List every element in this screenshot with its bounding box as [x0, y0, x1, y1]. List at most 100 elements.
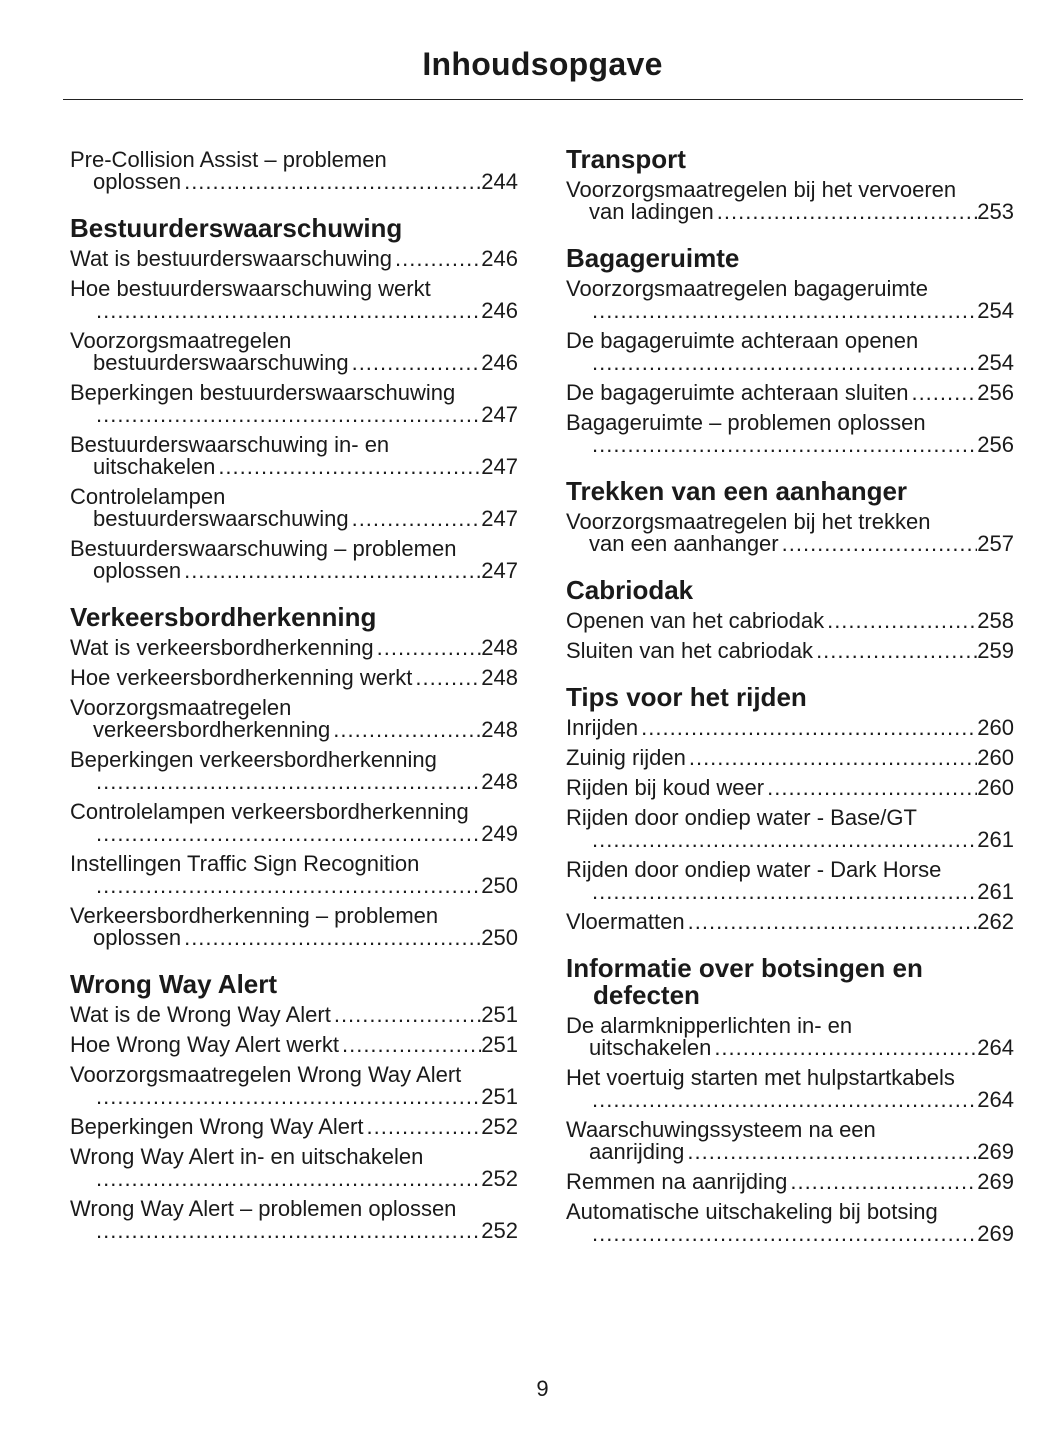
dot-leader: [638, 717, 977, 739]
toc-entry-page: 250: [481, 873, 518, 898]
toc-entry-title: Voorzorgsmaatregelen bij het vervoeren: [566, 177, 957, 202]
toc-entry[interactable]: Hoe Wrong Way Alert werkt 251: [70, 1034, 518, 1057]
toc-entry-page: 269: [977, 1221, 1014, 1246]
toc-entry-title: De bagageruimte achteraan sluiten: [566, 380, 909, 405]
toc-entry-line: Sluiten van het cabriodak 259: [566, 640, 1014, 663]
toc-entry-page: 247: [481, 454, 518, 479]
toc-entry[interactable]: De bagageruimte achteraan sluiten 256: [566, 380, 1014, 405]
toc-entry[interactable]: Rijden door ondiep water - Dark Horse 261: [566, 857, 1014, 904]
toc-entry-title: Rijden door ondiep water - Dark Horse: [566, 857, 942, 882]
toc-entry-line: 251: [70, 1086, 518, 1109]
toc-entry[interactable]: Bestuurderswaarschuwing – problemen oplos…: [70, 538, 518, 583]
section-heading-text: Informatie over botsingen en: [566, 953, 923, 983]
toc-entry-line: uitschakelen 264: [566, 1037, 1014, 1060]
section-heading-text: Bagageruimte: [566, 243, 740, 273]
toc-entry[interactable]: Wat is de Wrong Way Alert 251: [70, 1004, 518, 1027]
section-heading: Bestuurderswaarschuwing: [70, 215, 518, 242]
toc-entry[interactable]: Wrong Way Alert – problemen oplossen 252: [70, 1198, 518, 1243]
dot-leader: [764, 777, 977, 799]
dot-leader: [589, 434, 977, 456]
toc-entry[interactable]: Voorzorgsmaatregelen verkeersbordherkenni…: [70, 697, 518, 742]
toc-entry-page: 261: [977, 879, 1014, 904]
toc-entry-title: Openen van het cabriodak: [566, 608, 825, 633]
page-number: 9: [536, 1376, 549, 1401]
section-heading-text: Wrong Way Alert: [70, 969, 278, 999]
toc-entry[interactable]: Zuinig rijden 260: [566, 745, 1014, 770]
toc-entry[interactable]: Beperkingen Wrong Way Alert 252: [70, 1114, 518, 1139]
toc-entry[interactable]: De alarmknipperlichten in- en uitschakele…: [566, 1015, 1014, 1060]
toc-entry-page: 249: [481, 821, 518, 846]
toc-entry-title: Voorzorgsmaatregelen: [70, 328, 292, 353]
toc-entry[interactable]: Automatische uitschakeling bij botsing 26…: [566, 1201, 1014, 1246]
toc-entry-line: uitschakelen 247: [70, 454, 518, 479]
toc-entry[interactable]: Voorzorgsmaatregelen bestuurderswaarschuw…: [70, 328, 518, 375]
toc-entry-title: Inrijden: [566, 715, 639, 740]
toc-entry[interactable]: Voorzorgsmaatregelen Wrong Way Alert 251: [70, 1064, 518, 1109]
toc-entry[interactable]: Vloermatten 262: [566, 911, 1014, 934]
section-heading-text: Bestuurderswaarschuwing: [70, 213, 403, 243]
toc-entry[interactable]: Inrijden 260: [566, 715, 1014, 740]
toc-entry-page: 260: [977, 715, 1014, 740]
dot-leader: [181, 171, 481, 193]
dot-leader: [589, 352, 977, 374]
toc-entry-page: 250: [481, 925, 518, 950]
dot-leader: [392, 248, 481, 270]
toc-entry[interactable]: Controlelampen verkeersbordherkenning 249: [70, 801, 518, 846]
toc-entry[interactable]: Openen van het cabriodak 258: [566, 608, 1014, 633]
toc-entry-line: 250: [70, 873, 518, 898]
toc-entry-title: Voorzorgsmaatregelen bagageruimte: [566, 276, 929, 301]
toc-entry-page: 269: [977, 1139, 1014, 1164]
dot-leader: [374, 637, 482, 659]
toc-entry[interactable]: Hoe verkeersbordherkenning werkt 248: [70, 667, 518, 690]
dot-leader: [589, 829, 977, 851]
toc-entry[interactable]: Verkeersbordherkenning – problemen oploss…: [70, 905, 518, 950]
dot-leader: [779, 533, 978, 555]
toc-entry[interactable]: Bagageruimte – problemen oplossen 256: [566, 412, 1014, 457]
dot-leader: [813, 640, 977, 662]
toc-entry[interactable]: Voorzorgsmaatregelen bagageruimte 254: [566, 276, 1014, 323]
toc-entry-line: 248: [70, 771, 518, 794]
toc-entry[interactable]: Sluiten van het cabriodak 259: [566, 640, 1014, 663]
toc-entry[interactable]: Wat is verkeersbordherkenning 248: [70, 637, 518, 660]
section-heading-text: Trekken van een aanhanger: [566, 476, 908, 506]
section-heading: Trekken van een aanhanger: [566, 478, 1014, 505]
toc-entry[interactable]: Rijden door ondiep water - Base/GT 261: [566, 807, 1014, 852]
toc-entry[interactable]: Instellingen Traffic Sign Recognition 250: [70, 851, 518, 898]
toc-entry-line: 269: [566, 1221, 1014, 1246]
toc-entry[interactable]: Wat is bestuurderswaarschuwing 246: [70, 248, 518, 271]
toc-entry-title: Beperkingen Wrong Way Alert: [70, 1114, 364, 1139]
toc-entry-line: 246: [70, 300, 518, 323]
toc-entry-title: Zuinig rijden: [566, 745, 686, 770]
toc-entry-title-cont: van een aanhanger: [589, 531, 779, 556]
toc-entry[interactable]: Beperkingen bestuurderswaarschuwing 247: [70, 382, 518, 427]
dot-leader: [181, 927, 481, 949]
toc-entry[interactable]: De bagageruimte achteraan openen 254: [566, 328, 1014, 375]
toc-entry-line: 252: [70, 1166, 518, 1191]
dot-leader: [412, 667, 481, 689]
toc-entry-title-cont: oplossen: [93, 925, 182, 950]
toc-entry[interactable]: Bestuurderswaarschuwing in- en uitschakel…: [70, 434, 518, 479]
toc-entry[interactable]: Wrong Way Alert in- en uitschakelen 252: [70, 1146, 518, 1191]
section-heading-text: Tips voor het rijden: [566, 682, 807, 712]
toc-entry-title: Instellingen Traffic Sign Recognition: [70, 851, 420, 876]
toc-entry-title-cont: verkeersbordherkenning: [93, 717, 331, 742]
toc-entry-page: 261: [977, 827, 1014, 852]
toc-entry-title: De bagageruimte achteraan openen: [566, 328, 919, 353]
toc-entry[interactable]: Pre-Collision Assist – problemen oplossen…: [70, 149, 518, 194]
toc-entry-line: van ladingen 253: [566, 201, 1014, 224]
toc-entry[interactable]: Voorzorgsmaatregelen bij het vervoeren va…: [566, 177, 1014, 224]
toc-entry[interactable]: Beperkingen verkeersbordherkenning 248: [70, 749, 518, 794]
toc-entry[interactable]: Voorzorgsmaatregelen bij het trekken van …: [566, 509, 1014, 556]
toc-entry[interactable]: Rijden bij koud weer 260: [566, 775, 1014, 800]
section-heading-text-cont: defecten: [593, 980, 700, 1010]
toc-entry-page: 260: [977, 775, 1014, 800]
toc-entry[interactable]: Het voertuig starten met hulpstartkabels…: [566, 1067, 1014, 1112]
toc-entry-title: Voorzorgsmaatregelen bij het trekken: [566, 509, 931, 534]
toc-entry-line: Hoe verkeersbordherkenning werkt 248: [70, 667, 518, 690]
toc-entry[interactable]: Hoe bestuurderswaarschuwing werkt 246: [70, 278, 518, 323]
toc-entry[interactable]: Remmen na aanrijding 269: [566, 1171, 1014, 1194]
dot-leader: [330, 719, 481, 741]
toc-entry-page: 252: [481, 1166, 518, 1191]
